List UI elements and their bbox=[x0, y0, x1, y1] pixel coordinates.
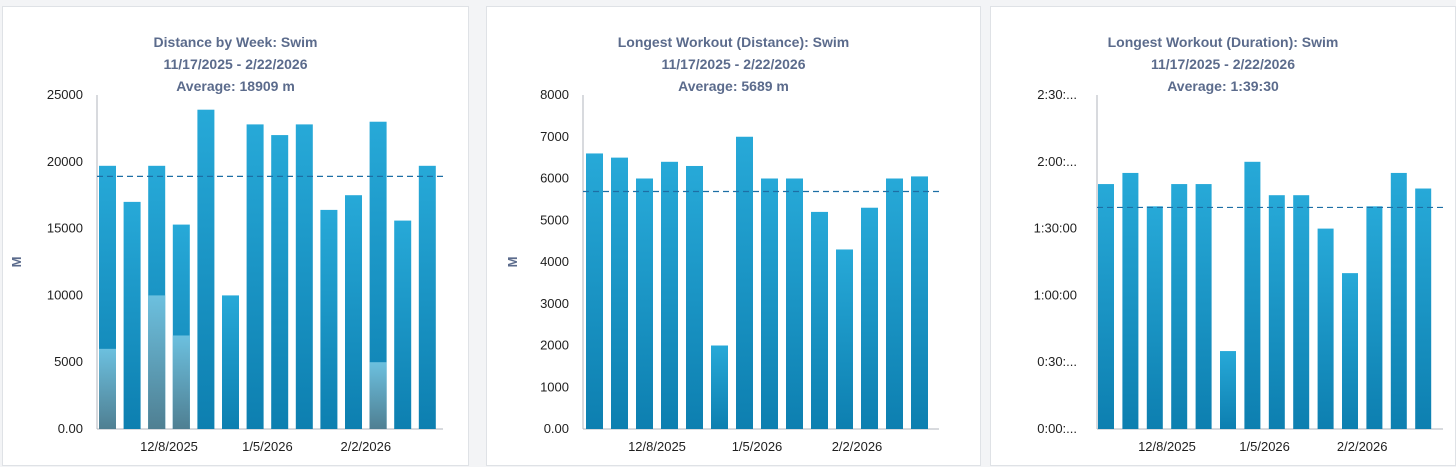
y-tick-label: 3000 bbox=[540, 296, 569, 311]
bar[interactable] bbox=[636, 178, 653, 430]
y-axis-label: M bbox=[505, 257, 520, 268]
x-tick-label: 2/2/2026 bbox=[832, 439, 883, 454]
y-tick-label: 1:00:00 bbox=[1034, 287, 1077, 302]
y-tick-label: 8000 bbox=[540, 87, 569, 102]
bar[interactable] bbox=[711, 345, 728, 430]
y-tick-label: 6000 bbox=[540, 171, 569, 186]
bar[interactable] bbox=[886, 178, 903, 430]
y-tick-label: 0.00 bbox=[544, 421, 569, 436]
x-tick-label: 2/2/2026 bbox=[340, 439, 391, 454]
bar[interactable] bbox=[271, 135, 289, 429]
y-tick-label: 2:00:... bbox=[1037, 154, 1077, 169]
bar[interactable] bbox=[197, 109, 215, 430]
bar[interactable] bbox=[1171, 184, 1188, 429]
bar[interactable] bbox=[911, 176, 928, 429]
bar-segment-secondary[interactable] bbox=[172, 335, 190, 429]
x-tick-label: 1/5/2026 bbox=[242, 439, 293, 454]
bar[interactable] bbox=[1366, 206, 1383, 429]
bar[interactable] bbox=[1098, 184, 1114, 429]
bar[interactable] bbox=[861, 207, 878, 429]
bar[interactable] bbox=[1415, 188, 1432, 429]
chart-date-range: 11/17/2025 - 2/22/2026 bbox=[661, 56, 806, 72]
bar[interactable] bbox=[836, 249, 853, 429]
chart-panel-distance-by-week: Distance by Week: Swim 11/17/2025 - 2/22… bbox=[2, 6, 469, 466]
y-tick-label: 2000 bbox=[540, 338, 569, 353]
bar[interactable] bbox=[345, 195, 362, 429]
y-tick-label: 25000 bbox=[47, 87, 83, 102]
bar-chart-svg: 8000 7000 6000 5000 4000 3000 2000 1000 0.00 M 12/… bbox=[505, 87, 939, 454]
x-tick-label: 1/5/2026 bbox=[1239, 439, 1290, 454]
y-tick-label: 15000 bbox=[47, 221, 83, 236]
bar[interactable] bbox=[1342, 273, 1358, 429]
bar[interactable] bbox=[418, 165, 436, 430]
chart-date-range: 11/17/2025 - 2/22/2026 bbox=[163, 56, 308, 72]
y-tick-label: 20000 bbox=[47, 154, 83, 169]
chart-title: Longest Workout (Distance): Swim bbox=[617, 34, 850, 50]
bar[interactable] bbox=[661, 161, 678, 430]
bar[interactable] bbox=[1195, 184, 1212, 429]
y-tick-label: 5000 bbox=[540, 212, 569, 227]
bar-segment-secondary[interactable] bbox=[99, 348, 116, 429]
bar[interactable] bbox=[123, 201, 141, 429]
chart-average-label: Average: 1:39:30 bbox=[1167, 78, 1279, 94]
bar[interactable] bbox=[1293, 195, 1310, 429]
bar[interactable] bbox=[586, 153, 603, 429]
chart-panel-longest-duration: Longest Workout (Duration): Swim 11/17/2… bbox=[990, 6, 1456, 466]
bar[interactable] bbox=[1220, 351, 1236, 429]
bar[interactable] bbox=[394, 220, 412, 429]
x-tick-label: 12/8/2025 bbox=[1138, 439, 1196, 454]
y-tick-label: 10000 bbox=[47, 287, 83, 302]
x-tick-label: 1/5/2026 bbox=[732, 439, 783, 454]
y-tick-label: 5000 bbox=[54, 354, 83, 369]
bar[interactable] bbox=[811, 211, 828, 429]
bar[interactable] bbox=[611, 157, 628, 429]
y-tick-label: 4000 bbox=[540, 254, 569, 269]
bar-segment-secondary[interactable] bbox=[369, 362, 387, 429]
bar-segment-secondary[interactable] bbox=[148, 295, 166, 429]
bar[interactable] bbox=[295, 124, 313, 429]
chart-title-block: Distance by Week: Swim 11/17/2025 - 2/22… bbox=[3, 31, 468, 97]
chart-title-block: Longest Workout (Duration): Swim 11/17/2… bbox=[991, 31, 1455, 97]
bar[interactable] bbox=[246, 124, 264, 429]
x-tick-label: 2/2/2026 bbox=[1337, 439, 1388, 454]
bar[interactable] bbox=[1317, 228, 1334, 429]
y-tick-label: 7000 bbox=[540, 129, 569, 144]
bar-chart-svg: 25000 20000 15000 10000 5000 0.00 M 12/8/2025 1/… bbox=[9, 87, 443, 454]
chart-title-block: Longest Workout (Distance): Swim 11/17/2… bbox=[487, 31, 980, 97]
chart-average-label: Average: 5689 m bbox=[678, 78, 789, 94]
chart-panel-longest-distance: Longest Workout (Distance): Swim 11/17/2… bbox=[486, 6, 981, 466]
y-tick-label: 1:30:00 bbox=[1034, 221, 1077, 236]
bar[interactable] bbox=[320, 209, 338, 429]
y-tick-label: 0:30:... bbox=[1037, 354, 1077, 369]
chart-title: Longest Workout (Duration): Swim bbox=[1107, 34, 1339, 50]
y-tick-label: 2:30:... bbox=[1037, 87, 1077, 102]
y-tick-label: 0:00:... bbox=[1037, 421, 1077, 436]
bar[interactable] bbox=[1244, 161, 1261, 430]
bar[interactable] bbox=[736, 136, 753, 429]
bar[interactable] bbox=[1390, 172, 1407, 429]
bar[interactable] bbox=[1268, 195, 1285, 429]
bar[interactable] bbox=[786, 178, 803, 430]
bar[interactable] bbox=[1146, 206, 1163, 429]
bar[interactable] bbox=[686, 165, 703, 429]
y-tick-label: 1000 bbox=[540, 379, 569, 394]
y-axis-label: M bbox=[9, 257, 24, 268]
bar[interactable] bbox=[761, 178, 778, 430]
x-tick-label: 12/8/2025 bbox=[628, 439, 686, 454]
x-tick-label: 12/8/2025 bbox=[140, 439, 198, 454]
chart-date-range: 11/17/2025 - 2/22/2026 bbox=[1150, 56, 1296, 72]
bar-chart-svg: 2:30:... 2:00:... 1:30:00 1:00:00 0:30:... 0:… bbox=[1034, 87, 1443, 454]
chart-title: Distance by Week: Swim bbox=[153, 34, 318, 50]
bar[interactable] bbox=[369, 121, 387, 429]
bar[interactable] bbox=[222, 295, 239, 429]
y-tick-label: 0.00 bbox=[58, 421, 83, 436]
chart-average-label: Average: 18909 m bbox=[176, 78, 295, 94]
bar[interactable] bbox=[1122, 172, 1139, 429]
